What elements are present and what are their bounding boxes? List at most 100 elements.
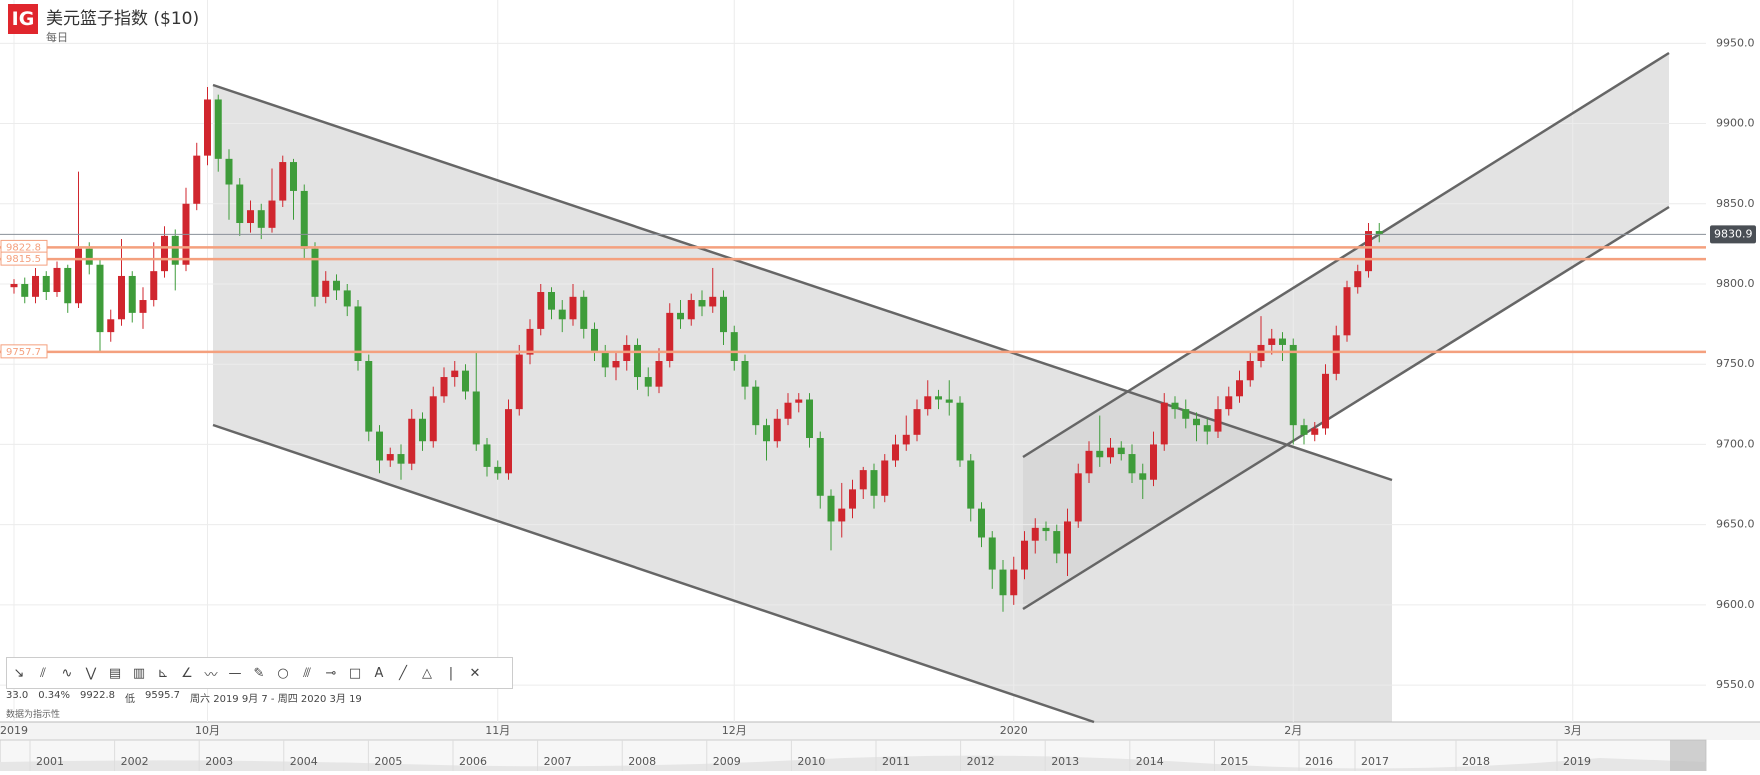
candle-body [515,354,523,410]
navigator-year: 2017 [1361,755,1389,768]
channel-line [1022,205,1670,611]
candle-body [128,275,136,313]
navigator-year: 2001 [36,755,64,768]
navigator-year: 2003 [205,755,233,768]
high: 9922.8 [80,690,116,701]
candle-body [795,399,803,403]
tool[interactable]: □ [348,665,362,681]
channels [213,53,1669,722]
candle-body [859,470,867,490]
candle-body [494,466,502,474]
tool[interactable]: ╱ [399,665,407,681]
candle-body [505,409,512,474]
candle-body [773,418,781,442]
tool[interactable]: 〰 [204,667,218,683]
candle-body [1160,402,1168,445]
tool[interactable]: ○ [277,665,289,681]
logo: IG [8,4,38,34]
candle-body [601,351,609,368]
y-tick-label: 9650.0 [1716,518,1755,531]
candle-body [816,438,824,496]
candle-body [419,418,426,442]
y-tick-label: 9800.0 [1716,277,1755,290]
tool[interactable]: — [228,665,242,681]
candle-body [1214,409,1222,432]
info-row: 33.0 0.34% 9922.8 低 9595.7 周六 2019 9月 7 … [6,690,362,705]
tool[interactable]: ⫽ [40,665,46,681]
tool[interactable]: ▥ [132,665,146,681]
candle-body [849,489,856,509]
y-tick-label: 9700.0 [1716,437,1755,450]
navigator-year: 2007 [544,755,572,768]
candle-body [1021,540,1028,570]
low-label: 低 [125,694,136,705]
candle-body [784,402,792,419]
candle-body [1365,231,1372,272]
tool[interactable]: ⊸ [325,665,337,681]
navigator-year: 2012 [967,755,995,768]
interval: 每日 [46,31,68,44]
candle-body [924,396,932,410]
candle-body [193,155,201,204]
tool[interactable]: △ [422,665,432,681]
candle-body [1139,473,1147,480]
candle-body [10,283,18,288]
candle-body [1096,450,1104,458]
candle-body [118,275,125,320]
candle-body [612,361,620,368]
tool[interactable]: | [448,665,454,681]
y-tick-label: 9950.0 [1716,36,1755,49]
level-label-box [0,344,48,359]
candle-body [666,312,674,361]
tool[interactable]: ∠ [181,665,193,681]
last-price-label: 9830.9 [1714,227,1753,240]
tool[interactable]: ∿ [61,665,73,681]
candle-body [1332,335,1340,374]
tool[interactable]: ⋁ [85,665,97,681]
candle-body [161,235,168,272]
candle-body [440,377,448,397]
candle-body [451,370,459,378]
candle-body [247,210,254,224]
tool[interactable]: A [374,665,384,681]
drawing-toolbar: ↘ ⫽ ∿ ⋁ ▤ ▥ ⊾ ∠ 〰 — ✎ ○ ⫻ ⊸ □ A ╱ △ | ✕ [6,657,513,689]
navigator-year: 2018 [1462,755,1490,768]
candle-body [1193,418,1200,426]
candle-body [1171,402,1179,410]
tool[interactable]: ⊾ [157,665,169,681]
candle-body [1246,361,1254,381]
candle-body [806,399,813,439]
candle-body [85,248,93,265]
y-tick-label: 9900.0 [1716,117,1755,130]
tool[interactable]: ⫻ [303,665,311,681]
candle-body [913,409,921,435]
candle-body [225,158,233,185]
candle-body [365,361,373,432]
y-tick-label: 9600.0 [1716,598,1755,611]
tool[interactable]: ▤ [108,665,122,681]
tool[interactable]: ✎ [253,665,265,681]
candle-body [838,508,846,522]
header: IG 美元篮子指数 ($10) 每日 [8,4,199,45]
candle-body [892,444,899,461]
candle-body [537,292,545,329]
x-tick-label: 2019 [0,724,28,737]
candle-body [558,309,566,320]
candle-body [150,271,158,301]
candle-body [827,495,835,522]
navigator-area [0,755,1706,771]
candle-body [945,399,953,403]
note: 数据为指示性 [6,710,61,720]
tool[interactable]: ✕ [469,665,481,681]
candle-body [214,99,222,159]
level-label: 9757.7 [6,347,41,358]
tool[interactable]: ↘ [13,665,25,681]
y-tick-label: 9750.0 [1716,357,1755,370]
candle-body [881,460,889,496]
candle-body [204,99,211,156]
candle-body [1225,396,1233,410]
candle-body [236,184,244,224]
candle-body [634,344,641,378]
candle-body [322,280,330,297]
